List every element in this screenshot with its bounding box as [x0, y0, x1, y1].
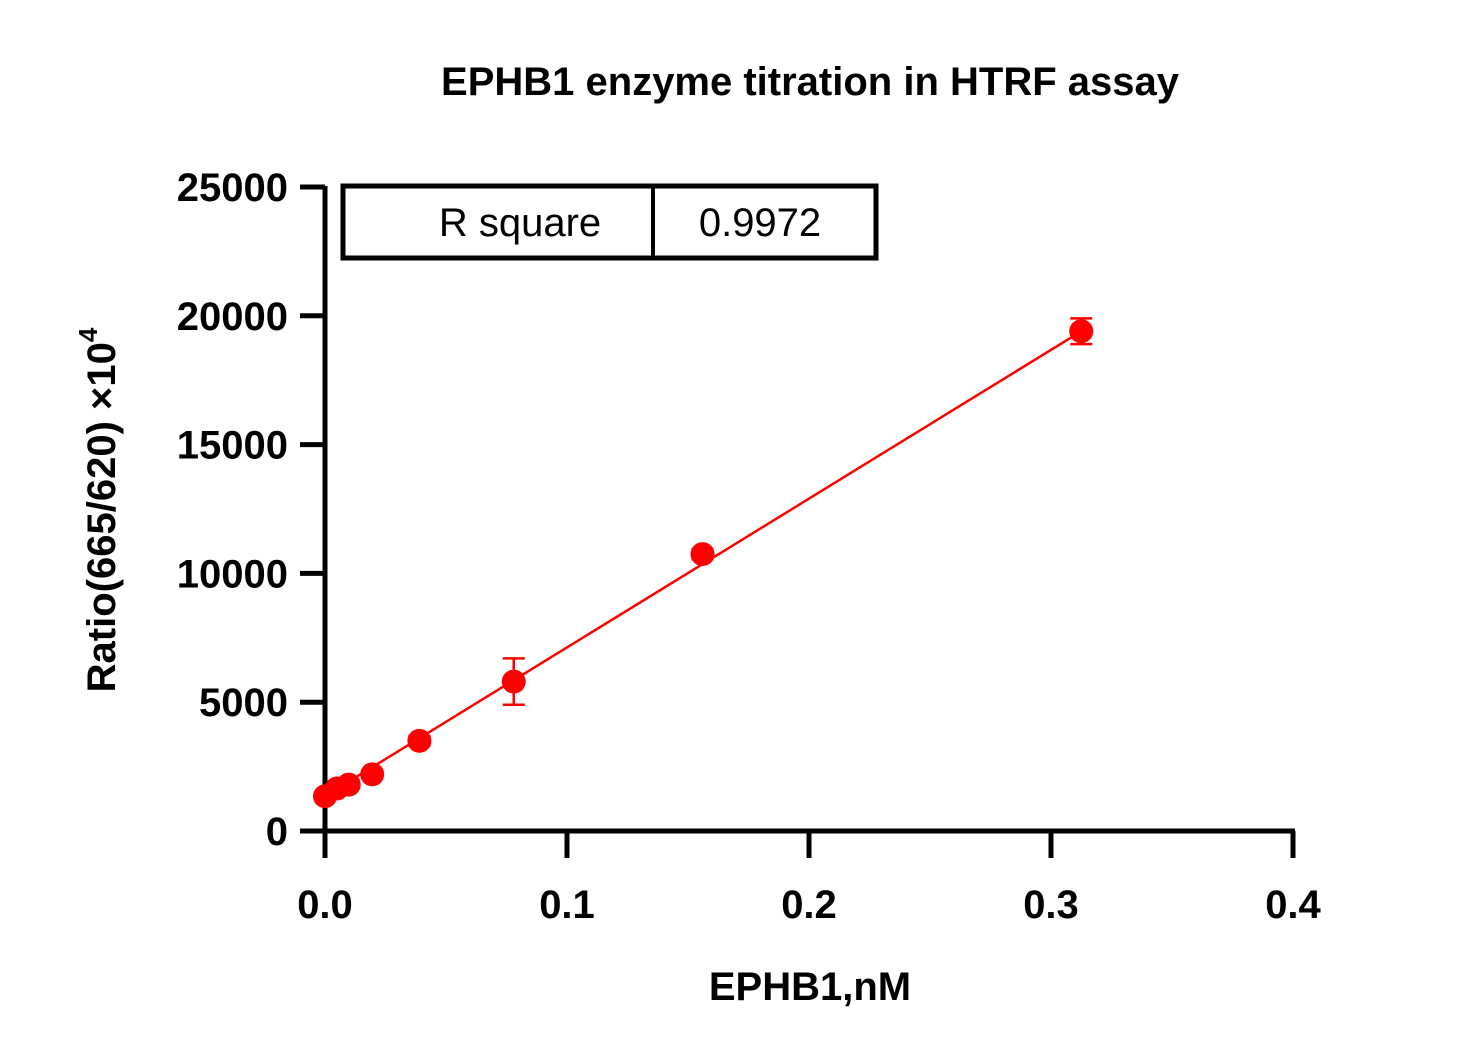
- plot-area: [313, 317, 1094, 809]
- x-ticks: 0.0 0.1 0.2 0.3 0.4: [297, 831, 1322, 927]
- x-axis-label: EPHB1,nM: [709, 965, 911, 1009]
- data-point: [501, 669, 526, 694]
- data-point: [407, 728, 432, 753]
- axes: [322, 186, 1295, 834]
- data-point: [1069, 319, 1094, 344]
- y-axis-label-text: Ratio(665/620) ×10: [80, 342, 124, 692]
- y-tick-label: 5000: [199, 681, 288, 725]
- r-square-table: R square 0.9972: [340, 183, 879, 261]
- data-point: [690, 542, 715, 567]
- y-tick-label: 15000: [177, 424, 288, 468]
- r-square-value: 0.9972: [699, 201, 821, 245]
- y-axis-label: Ratio(665/620) ×104: [73, 327, 124, 692]
- x-tick-label: 0.4: [1265, 883, 1321, 927]
- r-square-table-border: [340, 183, 879, 261]
- data-point: [336, 772, 361, 797]
- y-axis-label-exponent: 4: [73, 327, 103, 342]
- x-tick-label: 0.1: [539, 883, 595, 927]
- x-tick-label: 0.2: [781, 883, 837, 927]
- x-tick-label: 0.0: [297, 883, 353, 927]
- data-point: [360, 762, 385, 787]
- chart-title: EPHB1 enzyme titration in HTRF assay: [441, 60, 1180, 104]
- y-tick-label: 0: [266, 810, 288, 854]
- y-tick-label: 20000: [177, 295, 288, 339]
- x-tick-label: 0.3: [1023, 883, 1079, 927]
- r-square-label: R square: [439, 201, 601, 245]
- y-ticks: 0 5000 10000 15000 20000 25000: [177, 166, 325, 854]
- y-tick-label: 25000: [177, 166, 288, 210]
- y-tick-label: 10000: [177, 552, 288, 596]
